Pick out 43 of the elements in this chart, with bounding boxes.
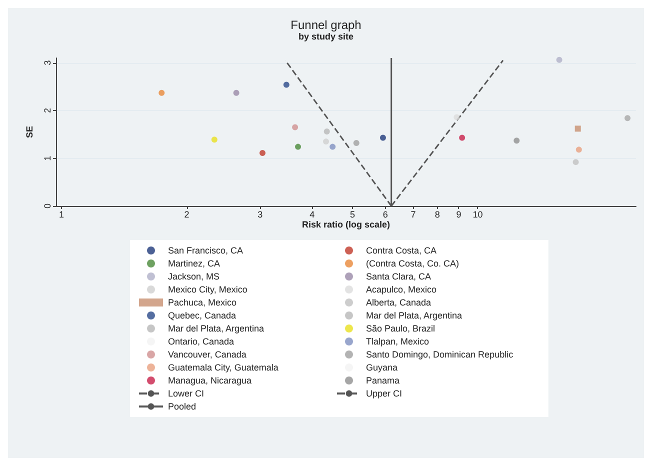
- legend-label: Pooled: [168, 402, 196, 412]
- legend-label: Tlalpan, Mexico: [366, 336, 430, 346]
- x-tick-label: 3: [258, 210, 263, 220]
- x-tick-label: 7: [410, 210, 416, 220]
- legend-label: Mar del Plata, Argentina: [168, 324, 264, 334]
- legend-label: Santa Clara, CA: [366, 272, 432, 282]
- x-axis-title: Risk ratio (log scale): [302, 220, 390, 230]
- legend-label: Quebec, Canada: [168, 310, 236, 320]
- y-axis-title: SE: [24, 126, 34, 138]
- x-tick-label: 9: [456, 210, 462, 220]
- x-tick-label: 4: [310, 210, 315, 220]
- legend-label: Alberta, Canada: [366, 298, 432, 308]
- legend-label: Ontario, Canada: [168, 336, 234, 346]
- legend-label: São Paulo, Brazil: [366, 324, 436, 334]
- legend-label: Vancouver, Canada: [168, 350, 246, 360]
- y-tick-label: 2: [42, 108, 52, 114]
- x-tick-label: 2: [184, 210, 190, 220]
- legend-label: Mexico City, Mexico: [168, 284, 248, 294]
- y-tick-label: 3: [42, 60, 52, 66]
- legend-label: Jackson, MS: [168, 272, 220, 282]
- legend-label: Mar del Plata, Argentina: [366, 310, 462, 320]
- legend-label: Contra Costa, CA: [366, 246, 437, 256]
- x-tick-label: 1: [59, 210, 64, 220]
- legend-label: Santo Domingo, Dominican Republic: [366, 350, 514, 360]
- legend-label: Acapulco, Mexico: [366, 284, 437, 294]
- x-tick-label: 6: [382, 210, 388, 220]
- legend-label: Upper CI: [366, 388, 402, 398]
- x-tick-label: 5: [350, 210, 355, 220]
- y-tick-label: 0: [42, 203, 52, 209]
- x-tick-label: 8: [434, 210, 440, 220]
- legend-label: Martinez, CA: [168, 258, 220, 268]
- y-tick-label: 1: [42, 156, 52, 161]
- legend-label: San Francisco, CA: [168, 246, 244, 256]
- chart-subtitle: by study site: [298, 32, 354, 42]
- legend-label: Pachuca, Mexico: [168, 298, 237, 308]
- legend-label: Panama: [366, 376, 400, 386]
- legend-label: Managua, Nicaragua: [168, 376, 252, 386]
- legend-label: Lower CI: [168, 388, 204, 398]
- legend-label: (Contra Costa, Co. CA): [366, 258, 460, 268]
- legend-label: Guatemala City, Guatemala: [168, 362, 278, 372]
- chart-title: Funnel graph: [290, 18, 362, 32]
- x-tick-label: 10: [472, 210, 483, 220]
- legend-label: Guyana: [366, 362, 398, 372]
